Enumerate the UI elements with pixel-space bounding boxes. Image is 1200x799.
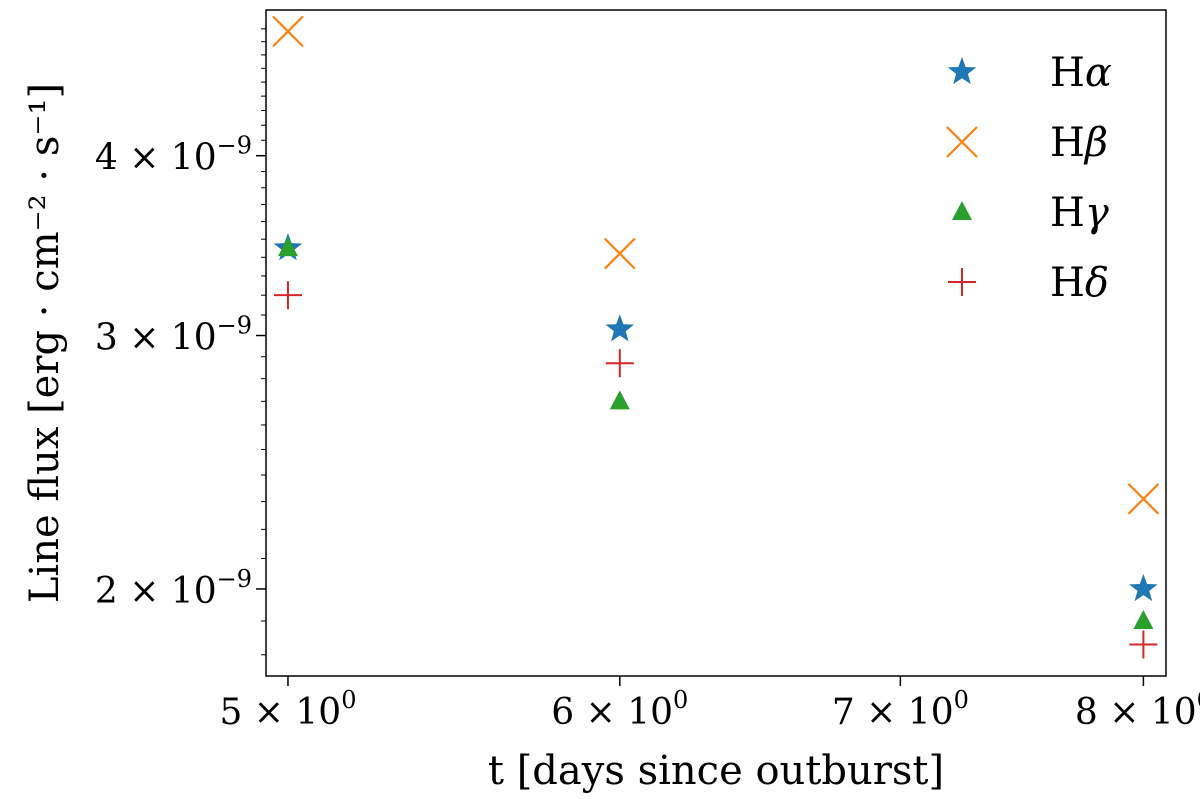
data-point-plus	[1129, 630, 1158, 659]
data-point-x	[604, 237, 636, 270]
x-tick-label: 8 × 100	[1075, 686, 1200, 733]
legend-marker-triangle	[952, 201, 972, 220]
data-point-triangle	[609, 390, 630, 410]
data-point-x	[1127, 483, 1160, 515]
legend-label: Hγ	[1050, 190, 1109, 236]
x-axis-label: t [days since outburst]	[488, 748, 944, 794]
y-tick-label: 2 × 10−9	[95, 565, 252, 612]
data-point-star	[605, 314, 635, 342]
data-points	[272, 15, 1160, 659]
data-point-triangle	[277, 237, 298, 257]
x-tick-label: 6 × 100	[551, 686, 688, 733]
legend-label: Hα	[1050, 50, 1112, 96]
y-tick-label: 4 × 10−9	[95, 132, 252, 179]
legend-marker-plus	[948, 268, 976, 296]
y-axis-label: Line flux [erg · cm⁻² · s⁻¹]	[22, 83, 68, 603]
legend-marker-x	[946, 126, 978, 158]
legend-label: Hβ	[1050, 120, 1108, 166]
data-point-plus	[605, 349, 634, 378]
legend-label: Hδ	[1050, 260, 1109, 306]
x-tick-label: 7 × 100	[832, 686, 969, 733]
y-axis-ticks: 2 × 10−9 3 × 10−9 4 × 10−9	[95, 132, 266, 612]
y-axis-minor-ticks	[261, 28, 266, 656]
x-axis-ticks: 5 × 100 6 × 100 7 × 100 8 × 100	[219, 676, 1200, 733]
data-point-star	[1129, 573, 1158, 602]
legend: Hα Hβ Hγ Hδ	[946, 50, 1112, 306]
data-point-x	[272, 15, 304, 48]
plot-frame	[265, 9, 1167, 677]
legend-marker-star	[947, 57, 977, 85]
x-tick-label: 5 × 100	[219, 686, 356, 733]
data-point-plus	[273, 281, 302, 310]
y-tick-label: 3 × 10−9	[95, 312, 252, 359]
data-point-triangle	[1133, 610, 1154, 630]
